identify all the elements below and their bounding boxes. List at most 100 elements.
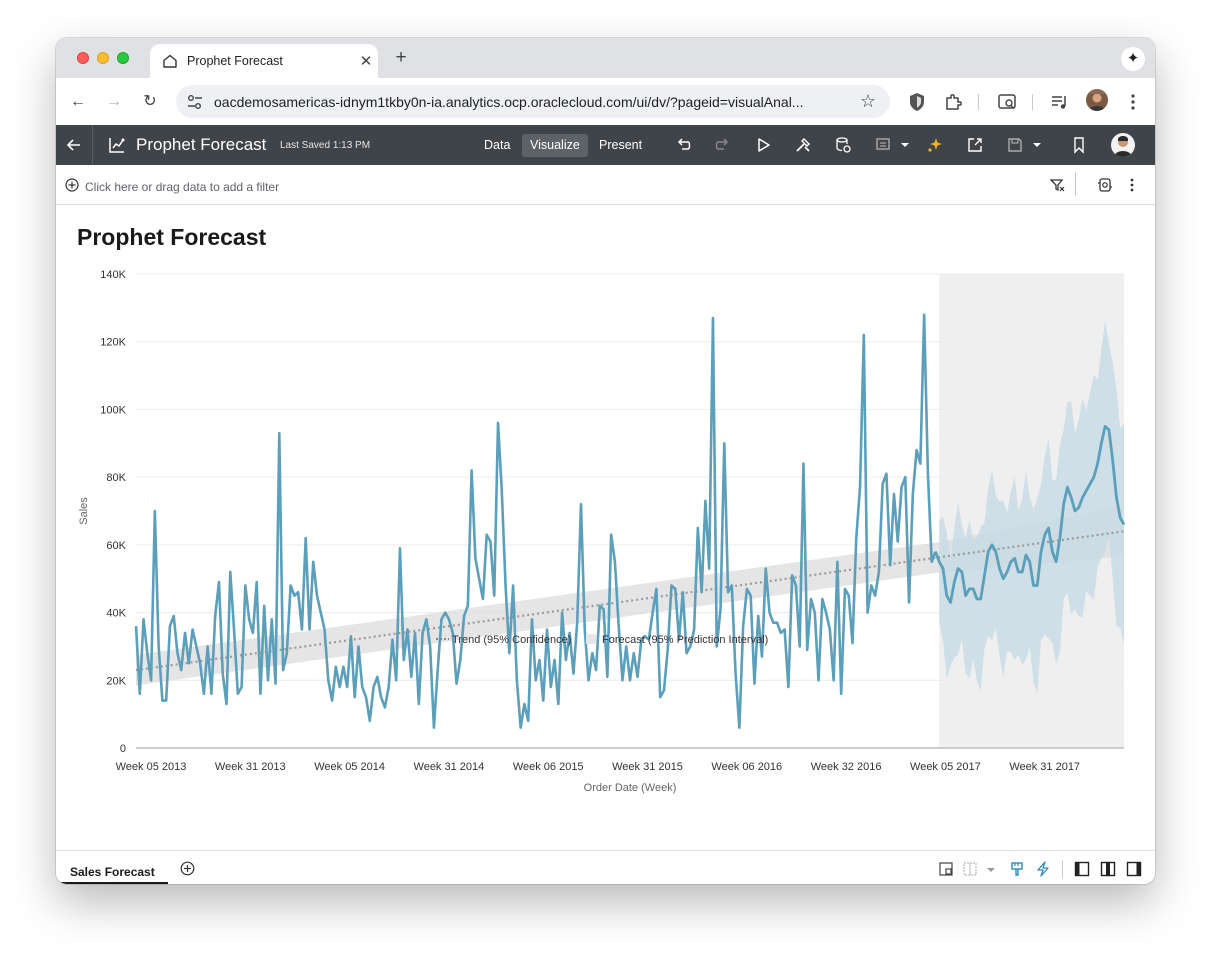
filter-options-icon[interactable] <box>1049 177 1065 193</box>
tab-visualize[interactable]: Visualize <box>522 134 588 157</box>
chevron-down-icon[interactable] <box>899 136 911 154</box>
redo-icon[interactable] <box>714 136 732 154</box>
trend-confidence-band <box>136 506 1124 686</box>
auto-insights-icon[interactable] <box>926 136 944 154</box>
canvas-properties-icon[interactable] <box>1097 177 1113 193</box>
right-panel-icon[interactable] <box>1126 861 1142 877</box>
gemini-icon[interactable]: ✦ <box>1121 47 1145 71</box>
browser-window: Prophet Forecast ✕ + ✦ ← → ↻ oacdemosame… <box>56 38 1155 884</box>
oac-toolbar: Prophet Forecast Last Saved 1:13 PM Data… <box>56 125 1155 165</box>
home-icon <box>163 54 177 68</box>
legend-trend-label: Trend (95% Confidence) <box>452 634 571 646</box>
tab-strip: Prophet Forecast ✕ + ✦ <box>56 38 1155 78</box>
close-tab-icon[interactable]: ✕ <box>359 53 373 70</box>
page-layout-icon[interactable] <box>938 861 954 877</box>
back-arrow-icon[interactable]: ← <box>70 93 86 110</box>
save-icon[interactable] <box>1006 136 1024 154</box>
extensions-icon[interactable] <box>942 91 964 113</box>
tab-title: Prophet Forecast <box>187 54 283 68</box>
add-sheet-icon[interactable] <box>180 861 195 876</box>
address-bar-row: ← → ↻ oacdemosamericas-idnym1tkby0n-ia.a… <box>56 78 1155 125</box>
bookmark-icon[interactable] <box>1070 136 1088 154</box>
toolbar-separator <box>1032 94 1033 110</box>
more-options-icon[interactable] <box>1122 91 1144 113</box>
x-axis-ticks: Week 05 2013 Week 31 2013 Week 05 2014 Week… <box>116 761 1080 773</box>
x-axis-label: Order Date (Week) <box>584 782 677 794</box>
play-icon[interactable] <box>754 136 772 154</box>
sheet-tab-sales-forecast[interactable]: Sales Forecast <box>70 865 155 879</box>
minimize-window-button[interactable] <box>97 52 109 64</box>
center-panel-icon[interactable] <box>1100 861 1116 877</box>
active-sheet-indicator <box>58 882 168 884</box>
tools-icon[interactable] <box>794 136 812 154</box>
more-vertical-icon[interactable] <box>1124 177 1140 193</box>
x-tick-label: Week 31 2014 <box>414 761 485 773</box>
chevron-down-icon[interactable] <box>986 861 996 877</box>
export-icon[interactable] <box>966 136 984 154</box>
legend-forecast-label: Forecast (95% Prediction Interval) <box>602 634 768 646</box>
y-tick-label: 120K <box>100 337 126 349</box>
x-tick-label: Week 05 2013 <box>116 761 187 773</box>
forward-arrow-icon[interactable]: → <box>106 93 122 110</box>
workbook-title[interactable]: Prophet Forecast <box>136 135 267 154</box>
back-icon[interactable] <box>64 135 84 155</box>
tab-search-icon[interactable] <box>996 91 1018 113</box>
filter-bar[interactable]: Click here or drag data to add a filter <box>56 165 1155 205</box>
x-tick-label: Week 32 2016 <box>811 761 882 773</box>
bookmark-star-icon[interactable]: ☆ <box>859 91 876 111</box>
y-tick-label: 40K <box>106 608 126 620</box>
sheet-bar: Sales Forecast <box>56 850 1155 884</box>
grid-layout-icon[interactable] <box>962 861 978 877</box>
y-tick-label: 140K <box>100 269 126 281</box>
y-tick-label: 60K <box>106 540 126 552</box>
bottom-separator <box>1062 860 1063 878</box>
x-tick-label: Week 05 2017 <box>910 761 981 773</box>
y-tick-label: 80K <box>106 472 126 484</box>
x-tick-label: Week 31 2017 <box>1009 761 1080 773</box>
zoom-window-button[interactable] <box>117 52 129 64</box>
close-window-button[interactable] <box>77 52 89 64</box>
workbook-icon <box>109 138 125 153</box>
tab-data[interactable]: Data <box>484 138 511 152</box>
profile-photo-icon <box>1086 89 1108 111</box>
filter-separator <box>1075 172 1076 196</box>
actual-sales-line[interactable] <box>134 313 937 729</box>
x-tick-label: Week 06 2015 <box>513 761 584 773</box>
forecast-prediction-band <box>939 320 1124 694</box>
comment-icon[interactable] <box>874 136 892 154</box>
forecast-sales-line[interactable] <box>934 424 1126 604</box>
toolbar-divider <box>92 125 93 165</box>
auto-apply-icon[interactable] <box>1035 861 1051 877</box>
user-photo-icon <box>1114 136 1132 157</box>
reload-icon[interactable]: ↻ <box>143 93 157 110</box>
data-refresh-icon[interactable] <box>834 136 852 154</box>
url-text: oacdemosamericas-idnym1tkby0n-ia.analyti… <box>214 94 804 110</box>
y-axis-label: Sales <box>78 497 90 525</box>
y-tick-label: 20K <box>106 675 126 687</box>
omnibox[interactable]: oacdemosamericas-idnym1tkby0n-ia.analyti… <box>176 85 890 118</box>
brush-icon[interactable] <box>1009 861 1025 877</box>
media-controls-icon[interactable] <box>1049 91 1071 113</box>
trend-line <box>135 530 1125 672</box>
x-tick-label: Week 31 2013 <box>215 761 286 773</box>
x-tick-label: Week 05 2014 <box>314 761 385 773</box>
undo-icon[interactable] <box>674 136 692 154</box>
new-tab-button[interactable]: + <box>395 47 407 68</box>
x-tick-label: Week 31 2015 <box>612 761 683 773</box>
toolbar-separator <box>978 94 979 110</box>
user-avatar[interactable] <box>1111 133 1135 157</box>
tab-present[interactable]: Present <box>599 138 643 152</box>
y-tick-label: 100K <box>100 404 126 416</box>
filter-hint: Click here or drag data to add a filter <box>85 180 280 194</box>
shield-icon[interactable] <box>906 91 928 113</box>
profile-avatar[interactable] <box>1086 89 1108 111</box>
site-settings-icon[interactable] <box>186 93 204 111</box>
left-panel-icon[interactable] <box>1074 861 1090 877</box>
x-tick-label: Week 06 2016 <box>711 761 782 773</box>
last-saved-label: Last Saved 1:13 PM <box>280 140 371 151</box>
chevron-down-icon[interactable] <box>1031 136 1043 154</box>
add-filter-icon[interactable] <box>65 178 79 192</box>
legend-forecast-swatch <box>586 634 596 644</box>
browser-tab[interactable]: Prophet Forecast ✕ <box>150 44 378 78</box>
